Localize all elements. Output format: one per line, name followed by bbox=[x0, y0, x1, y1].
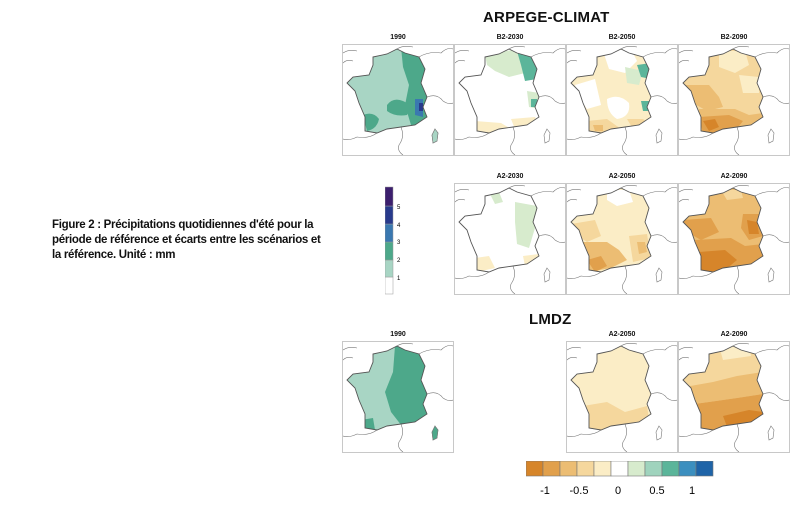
legend-swatch bbox=[385, 241, 394, 261]
france-map bbox=[678, 183, 790, 295]
panel-label: A2-2050 bbox=[608, 173, 636, 180]
france-map bbox=[566, 44, 678, 156]
difference-legend: -1 -0.5 0 0.5 1 bbox=[526, 461, 714, 497]
france-map bbox=[566, 341, 678, 453]
france-map bbox=[678, 44, 790, 156]
legend-tick: 1 bbox=[397, 276, 401, 282]
legend-tick: -0.5 bbox=[570, 485, 589, 497]
panel-label: A2-2090 bbox=[720, 331, 748, 338]
legend-swatch bbox=[385, 223, 394, 243]
legend-tick: 4 bbox=[397, 223, 401, 229]
france-map bbox=[678, 341, 790, 453]
map-panel-arpege-1990: 1990 bbox=[342, 34, 454, 156]
legend-swatch bbox=[526, 461, 544, 477]
legend-tick: 0 bbox=[615, 485, 621, 497]
legend-swatch bbox=[542, 461, 561, 477]
france-map bbox=[454, 44, 566, 156]
map-panel-lmdz-a2-2090: A2-2090 bbox=[678, 331, 790, 453]
panel-label: A2-2090 bbox=[720, 173, 748, 180]
france-map bbox=[342, 341, 454, 453]
map-panel-arpege-a2-2090: A2-2090 bbox=[678, 173, 790, 295]
map-panel-arpege-b2-2050: B2-2050 bbox=[566, 34, 678, 156]
map-panel-lmdz-a2-2050: A2-2050 bbox=[566, 331, 678, 453]
legend-tick: 2 bbox=[397, 258, 401, 264]
legend-tick: 5 bbox=[397, 205, 401, 211]
legend-swatch bbox=[661, 461, 680, 477]
arpege-title: ARPEGE-CLIMAT bbox=[483, 9, 610, 26]
figure-caption: Figure 2 : Précipitations quotidiennes d… bbox=[52, 219, 321, 261]
panel-label: 1990 bbox=[390, 34, 406, 41]
legend-swatch bbox=[385, 186, 394, 207]
legend-swatch bbox=[385, 259, 394, 278]
map-panel-arpege-b2-2030: B2-2030 bbox=[454, 34, 566, 156]
panel-label: 1990 bbox=[390, 331, 406, 338]
legend-swatch bbox=[576, 461, 595, 477]
map-panel-arpege-a2-2030: A2-2030 bbox=[454, 173, 566, 295]
panel-label: B2-2030 bbox=[496, 34, 524, 41]
panel-label: B2-2050 bbox=[608, 34, 636, 41]
legend-swatch bbox=[644, 461, 663, 477]
france-map bbox=[566, 183, 678, 295]
panel-label: A2-2030 bbox=[496, 173, 524, 180]
legend-swatch bbox=[695, 461, 714, 477]
precipitation-legend: 1 2 3 4 5 bbox=[385, 186, 401, 295]
panel-label: B2-2090 bbox=[720, 34, 748, 41]
france-map bbox=[342, 44, 454, 156]
legend-swatch bbox=[385, 276, 394, 295]
lmdz-title: LMDZ bbox=[529, 311, 572, 328]
legend-swatch bbox=[559, 461, 578, 477]
map-panel-arpege-a2-2050: A2-2050 bbox=[566, 173, 678, 295]
legend-swatch bbox=[627, 461, 646, 477]
france-map bbox=[454, 183, 566, 295]
map-panel-arpege-b2-2090: B2-2090 bbox=[678, 34, 790, 156]
map-panel-lmdz-1990: 1990 bbox=[342, 331, 454, 453]
legend-tick: 3 bbox=[397, 240, 401, 246]
legend-swatch bbox=[678, 461, 697, 477]
legend-swatch bbox=[610, 461, 629, 477]
legend-tick: 1 bbox=[689, 485, 695, 497]
legend-swatch bbox=[593, 461, 612, 477]
legend-tick: -1 bbox=[540, 485, 550, 497]
legend-swatch bbox=[385, 205, 394, 225]
legend-tick: 0.5 bbox=[649, 485, 664, 497]
panel-label: A2-2050 bbox=[608, 331, 636, 338]
